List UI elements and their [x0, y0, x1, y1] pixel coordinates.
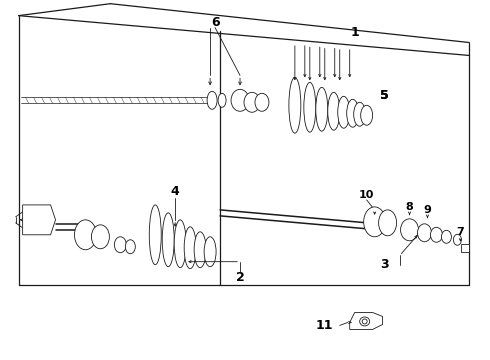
Ellipse shape [354, 102, 366, 126]
Text: 6: 6 [211, 16, 220, 29]
Text: 10: 10 [359, 190, 374, 200]
Ellipse shape [328, 92, 340, 130]
Ellipse shape [316, 87, 328, 131]
Ellipse shape [255, 93, 269, 111]
Ellipse shape [417, 224, 432, 242]
Text: 5: 5 [380, 89, 389, 102]
Ellipse shape [347, 99, 359, 127]
Polygon shape [350, 312, 383, 329]
Ellipse shape [114, 237, 126, 253]
Text: 2: 2 [236, 271, 245, 284]
Polygon shape [462, 244, 469, 252]
Ellipse shape [289, 77, 301, 133]
Ellipse shape [362, 319, 367, 324]
Ellipse shape [453, 234, 462, 245]
Polygon shape [23, 205, 55, 235]
Text: 4: 4 [171, 185, 179, 198]
Ellipse shape [338, 96, 350, 128]
Ellipse shape [231, 89, 249, 111]
Text: 8: 8 [406, 202, 414, 212]
Ellipse shape [149, 205, 161, 265]
Ellipse shape [360, 317, 369, 326]
Ellipse shape [431, 227, 442, 242]
Ellipse shape [194, 232, 206, 268]
Ellipse shape [92, 225, 109, 249]
Text: 5: 5 [380, 89, 389, 102]
Ellipse shape [162, 213, 174, 267]
Text: 9: 9 [423, 205, 431, 215]
Ellipse shape [441, 230, 451, 243]
Ellipse shape [204, 237, 216, 267]
Ellipse shape [74, 220, 97, 250]
Text: 7: 7 [457, 227, 464, 237]
Text: 1: 1 [350, 26, 359, 39]
Ellipse shape [174, 220, 186, 268]
Text: 3: 3 [380, 258, 389, 271]
Ellipse shape [364, 207, 386, 237]
Ellipse shape [125, 240, 135, 254]
Ellipse shape [207, 91, 217, 109]
Ellipse shape [361, 105, 372, 125]
Ellipse shape [218, 93, 226, 107]
Ellipse shape [244, 92, 260, 112]
Ellipse shape [400, 219, 418, 241]
Ellipse shape [304, 82, 316, 132]
Ellipse shape [379, 210, 396, 236]
Ellipse shape [184, 227, 196, 269]
Text: 11: 11 [316, 319, 334, 332]
